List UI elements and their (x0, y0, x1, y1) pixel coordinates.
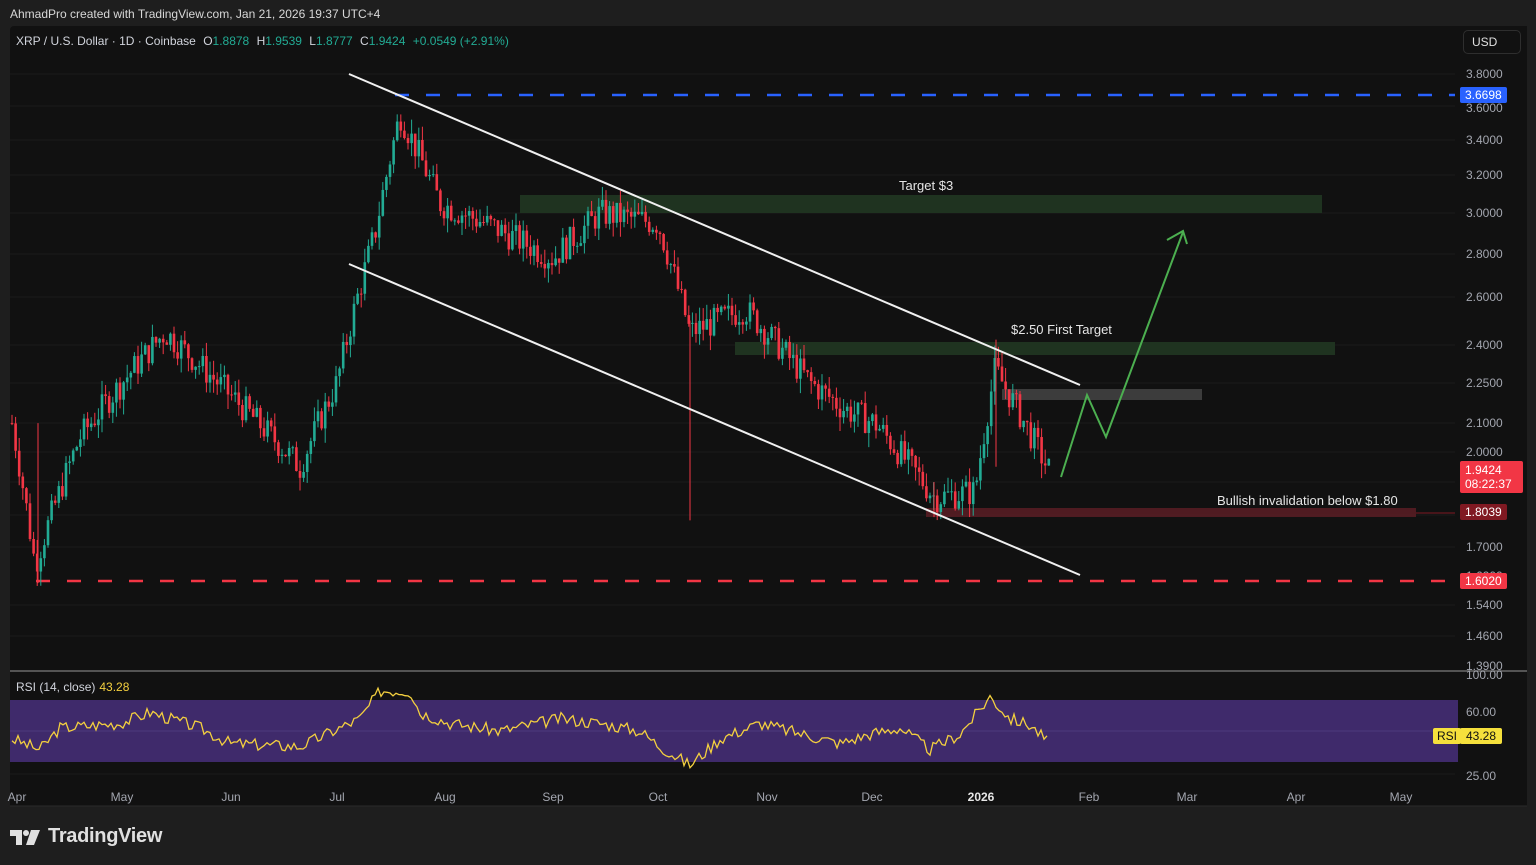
credit-text: AhmadPro created with TradingView.com, J… (10, 7, 381, 21)
target-3-label[interactable]: Target $3 (899, 178, 954, 193)
open-value: 1.8878 (212, 34, 250, 48)
resistance-price-tag: 3.6698 (1460, 87, 1507, 103)
first-target-zone[interactable] (735, 342, 1335, 355)
candlestick-series (10, 114, 1051, 586)
rsi-tick-60: 60.00 (1466, 705, 1497, 719)
support-price-tag: 1.6020 (1460, 573, 1507, 589)
change-value: +0.0549 (+2.91%) (412, 34, 509, 48)
rsi-tick-25: 25.00 (1466, 769, 1497, 783)
logo-text: TradingView (48, 825, 163, 847)
bar-countdown: 08:22:37 (1465, 477, 1512, 491)
last-price-tag: 1.9424 08:22:37 (1460, 461, 1523, 493)
symbol-name: XRP / U.S. Dollar · 1D · Coinbase (16, 34, 196, 48)
rsi-line (11, 686, 1048, 769)
projection-path[interactable] (1060, 231, 1184, 478)
rsi-legend: RSI (14, close) 43.28 (16, 680, 129, 694)
tradingview-logo[interactable]: TradingView (10, 825, 162, 848)
rsi-tag-value: 43.28 (1460, 728, 1503, 744)
high-value: 1.9539 (265, 34, 302, 48)
invalidation-price-tag: 1.8039 (1460, 504, 1507, 520)
currency-button[interactable]: USD (1463, 30, 1521, 54)
close-value: 1.9424 (368, 34, 406, 48)
top-bar: AhmadPro created with TradingView.com, J… (0, 0, 1536, 26)
chart-frame[interactable] (10, 26, 1527, 806)
low-value: 1.8777 (315, 34, 353, 48)
invalidation-zone[interactable] (926, 508, 1416, 517)
rsi-value: 43.28 (99, 680, 130, 694)
invalidation-label[interactable]: Bullish invalidation below $1.80 (1217, 493, 1398, 508)
target-3-zone[interactable] (520, 195, 1322, 213)
arrow-head-icon (1166, 229, 1188, 245)
tradingview-logo-icon (10, 829, 40, 845)
first-target-label[interactable]: $2.50 First Target (1011, 322, 1112, 337)
rsi-label: RSI (14, close) (16, 680, 96, 694)
channel-upper-line[interactable] (348, 73, 1081, 386)
channel-lower-line[interactable] (348, 263, 1081, 576)
gray-resistance-zone[interactable] (1002, 389, 1202, 400)
rsi-tag-label: RSI (1433, 728, 1462, 744)
symbol-legend: XRP / U.S. Dollar · 1D · Coinbase O1.887… (16, 34, 509, 48)
rsi-tick-100: 100.00 (1466, 668, 1503, 682)
